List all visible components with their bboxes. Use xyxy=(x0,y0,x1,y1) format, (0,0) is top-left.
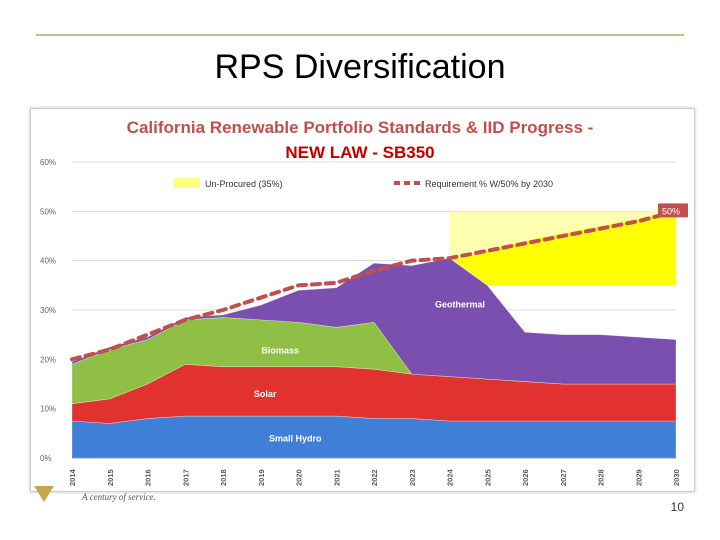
y-tick-label: 50% xyxy=(40,207,56,216)
page-number: 10 xyxy=(670,500,684,514)
area-small-hydro xyxy=(71,415,677,459)
x-tick-label: 2014 xyxy=(68,468,77,486)
end-label: 50% xyxy=(662,206,680,216)
area-geothermal xyxy=(71,257,677,385)
x-tick-label: 2025 xyxy=(483,469,492,486)
x-tick-label: 2028 xyxy=(597,469,606,486)
logo-mark-icon xyxy=(34,486,54,502)
x-tick-label: 2029 xyxy=(634,469,643,486)
x-tick-label: 2023 xyxy=(408,469,417,486)
x-tick-label: 2020 xyxy=(295,469,304,486)
legend-label-requirement: Requirement % W/50% by 2030 xyxy=(425,179,553,189)
chart-subtitle: NEW LAW - SB350 xyxy=(285,143,435,162)
x-tick-label: 2016 xyxy=(144,469,153,486)
company-logo: A century of service. xyxy=(34,486,156,510)
x-tick-label: 2026 xyxy=(521,469,530,486)
y-tick-label: 60% xyxy=(40,158,56,167)
annotation-small-hydro: Small Hydro xyxy=(269,434,322,444)
logo-tagline: A century of service. xyxy=(82,492,156,502)
legend-swatch-unprocured xyxy=(174,178,200,188)
x-tick-label: 2015 xyxy=(106,469,115,486)
top-rule xyxy=(36,34,684,36)
chart-title: California Renewable Portfolio Standards… xyxy=(126,118,594,137)
x-tick-label: 2017 xyxy=(181,469,190,486)
legend-label-unprocured: Un-Procured (35%) xyxy=(205,179,283,189)
y-tick-label: 30% xyxy=(40,306,56,315)
x-tick-label: 2027 xyxy=(559,469,568,486)
slide-title: RPS Diversification xyxy=(214,48,506,86)
x-tick-label: 2030 xyxy=(672,469,681,486)
unprocured-band-fill xyxy=(449,211,676,286)
x-tick-label: 2018 xyxy=(219,469,228,486)
annotation-biomass: Biomass xyxy=(261,345,299,355)
x-tick-label: 2024 xyxy=(446,468,455,486)
x-tick-label: 2019 xyxy=(257,469,266,486)
requirement-line xyxy=(70,209,678,362)
x-tick-label: 2021 xyxy=(332,469,341,486)
y-tick-label: 0% xyxy=(40,454,52,463)
end-label-box xyxy=(658,203,688,218)
y-tick-label: 10% xyxy=(40,405,56,414)
y-tick-label: 20% xyxy=(40,355,56,364)
annotation-geothermal: Geothermal xyxy=(435,300,485,310)
x-tick-label: 2022 xyxy=(370,469,379,486)
y-tick-label: 40% xyxy=(40,257,56,266)
annotation-solar: Solar xyxy=(254,389,277,399)
